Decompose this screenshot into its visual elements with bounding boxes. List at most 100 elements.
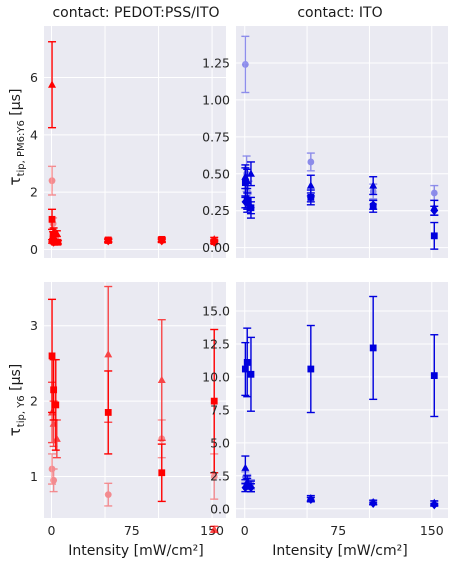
plot-area	[236, 26, 448, 258]
y-tick-label: 0.25	[202, 203, 230, 218]
data-point-diamond	[157, 236, 166, 246]
data-point-circle	[49, 220, 57, 228]
x-axis-label: Intensity [mW/cm²]	[272, 543, 407, 559]
plot-area	[44, 26, 226, 258]
panel-title: contact: ITO	[297, 5, 382, 21]
series-circle	[48, 165, 219, 245]
data-point-circle	[430, 189, 438, 197]
y-tick-label: 2	[30, 394, 38, 409]
data-point-diamond	[243, 198, 252, 208]
data-point-square	[52, 401, 60, 409]
y-tick-label: 10.0	[202, 369, 230, 384]
y-tick-label: 6	[30, 70, 38, 85]
y-axis-label-sub: tip, PM6:Y6	[16, 120, 27, 176]
y-tick-label: 12.5	[202, 336, 230, 351]
data-point-diamond	[241, 483, 250, 493]
data-point-square	[48, 352, 56, 360]
data-point-square	[241, 365, 249, 373]
x-tick-label: 0	[48, 523, 56, 538]
data-point-square	[247, 370, 255, 378]
data-point-square	[369, 344, 377, 352]
data-point-circle	[158, 435, 166, 443]
data-point-square	[210, 397, 218, 405]
plot-area	[44, 282, 226, 518]
data-point-triangle	[52, 434, 61, 442]
y-axis-label-main: τ	[6, 427, 24, 436]
data-point-diamond	[247, 483, 255, 493]
data-point-circle	[243, 475, 251, 482]
panel-title: contact: PEDOT:PSS/ITO	[52, 5, 219, 21]
data-point-circle	[369, 498, 377, 506]
data-point-triangle	[210, 525, 219, 533]
y-axis-label-main: τ	[6, 176, 24, 185]
panel-bottom-right: Intensity [mW/cm²] 0.0 2.5 5.0 7.5 10.0 12.5 1…	[202, 282, 448, 559]
data-point-circle	[241, 61, 249, 68]
y-tick-label: 1	[30, 469, 38, 484]
data-point-square	[50, 386, 58, 394]
data-point-diamond	[430, 206, 439, 216]
data-point-triangle	[52, 229, 61, 237]
data-point-square	[307, 365, 315, 373]
data-point-circle	[307, 496, 315, 503]
data-point-triangle	[369, 181, 378, 189]
data-point-diamond	[210, 237, 219, 247]
y-tick-label: 1.25	[202, 55, 230, 70]
data-point-square	[243, 359, 251, 366]
y-tick-label: 2.5	[210, 468, 230, 483]
data-point-circle	[241, 473, 249, 481]
data-point-square	[430, 372, 438, 380]
data-point-circle	[210, 237, 218, 245]
series-diamond	[48, 236, 219, 247]
data-point-diamond	[104, 236, 113, 246]
data-point-square	[241, 179, 249, 187]
data-point-diamond	[247, 203, 255, 213]
panel-top-right: contact: ITO 0.00 0.25 0.50 0.75 1.00 1.25	[202, 5, 448, 258]
y-tick-label: 0.0	[210, 501, 230, 516]
data-point-circle	[307, 158, 315, 166]
panel-top-left: contact: PEDOT:PSS/ITO 0 2 4 6	[30, 5, 226, 258]
data-point-circle	[48, 177, 56, 185]
data-point-diamond	[49, 237, 58, 247]
x-axis-label: Intensity [mW/cm²]	[68, 543, 203, 559]
data-point-circle	[158, 237, 166, 245]
y-tick-label: 4	[30, 127, 38, 142]
series-triangle	[48, 285, 219, 534]
data-point-triangle	[246, 169, 255, 177]
y-tick-label: 0.50	[202, 166, 230, 181]
x-tick-label: 0	[241, 523, 249, 538]
x-tick-label: 150	[420, 523, 444, 538]
data-point-circle	[52, 234, 60, 242]
y-axis-label-unit: [μs]	[8, 89, 24, 121]
data-point-square	[54, 238, 62, 246]
y-axis-label-unit: [μs]	[8, 364, 24, 396]
y-tick-label: 1.00	[202, 92, 230, 107]
y-axis-label-top: τtip, PM6:Y6 [μs]	[6, 89, 27, 186]
data-point-diamond	[430, 500, 439, 510]
data-point-triangle	[49, 419, 58, 427]
x-tick-label: 75	[330, 523, 346, 538]
data-point-diamond	[307, 495, 315, 505]
data-point-square	[430, 232, 438, 240]
data-point-circle	[247, 480, 255, 488]
data-point-circle	[104, 237, 112, 245]
data-point-diamond	[369, 200, 377, 210]
series-circle	[241, 471, 439, 507]
data-point-diamond	[307, 192, 315, 202]
y-tick-label: 3	[30, 318, 38, 333]
plot-area	[236, 282, 448, 518]
series-square	[241, 295, 439, 418]
series-diamond	[241, 192, 439, 216]
data-point-triangle	[306, 181, 315, 189]
y-tick-label: 2	[30, 185, 38, 200]
data-point-diamond	[369, 498, 377, 508]
data-point-circle	[48, 465, 56, 473]
data-point-triangle	[48, 80, 57, 88]
series-circle	[48, 419, 219, 507]
data-point-circle	[210, 473, 218, 480]
y-tick-label: 15.0	[202, 304, 230, 319]
series-diamond	[241, 477, 439, 510]
data-point-square	[48, 215, 56, 223]
data-point-triangle	[241, 463, 250, 471]
y-tick-label: 0.75	[202, 129, 230, 144]
